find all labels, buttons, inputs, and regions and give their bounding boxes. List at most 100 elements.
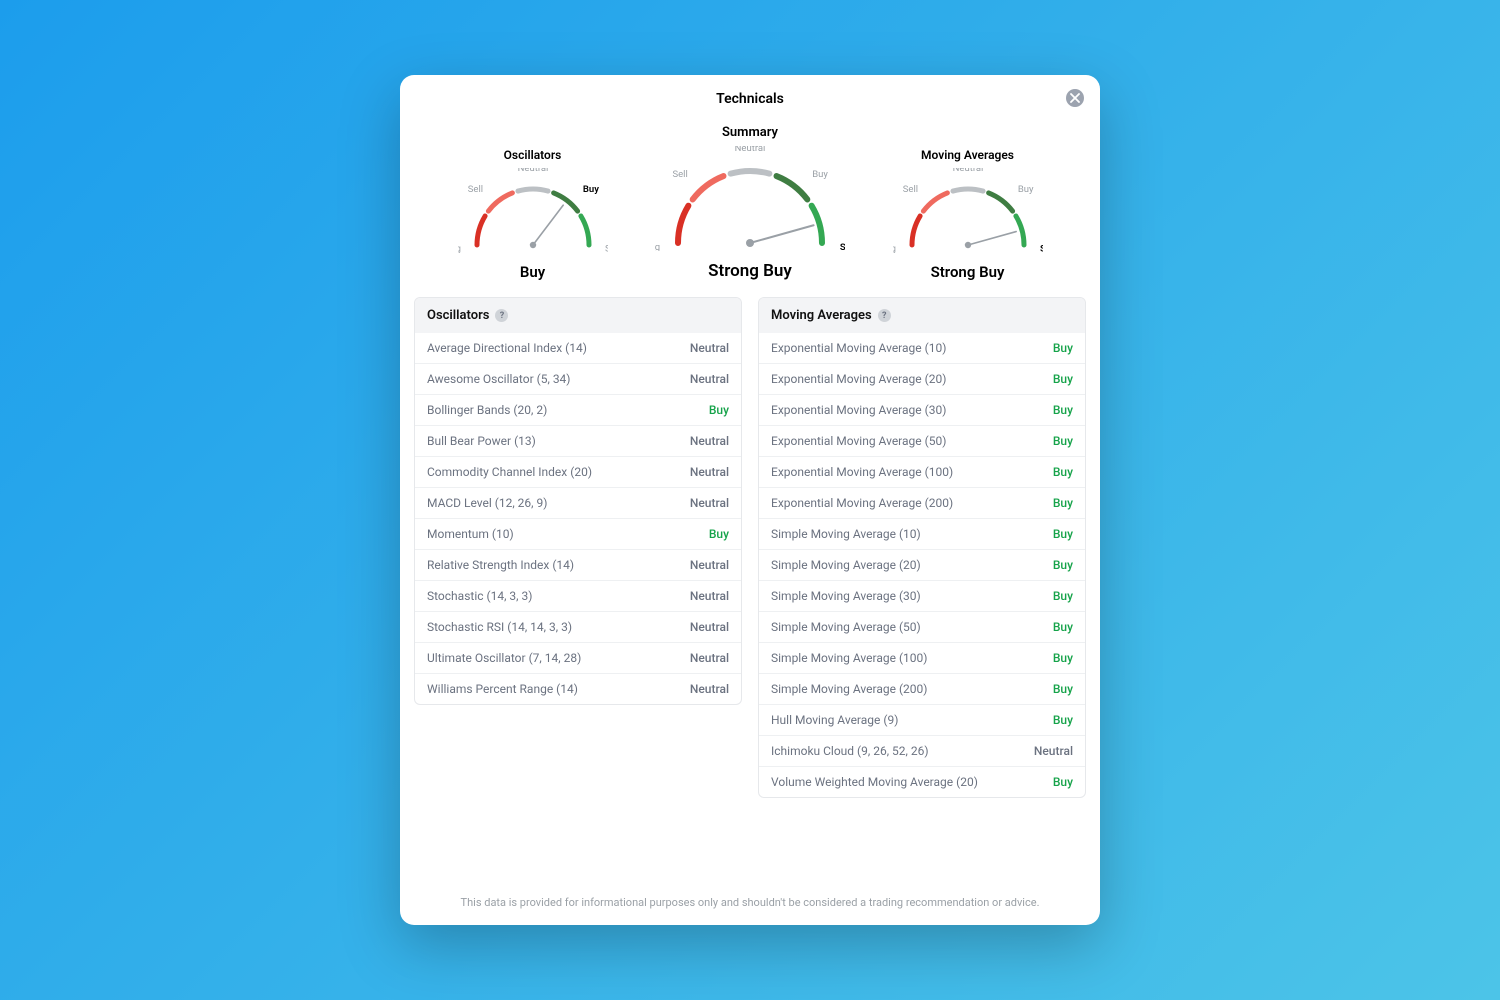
svg-text:Sell: Sell	[467, 184, 482, 195]
indicator-verdict: Buy	[1053, 465, 1073, 479]
indicator-verdict: Neutral	[690, 558, 729, 572]
gauge-chart: StrongSell Sell Neutral Buy StrongBuy	[655, 146, 845, 251]
indicator-verdict: Neutral	[690, 434, 729, 448]
oscillators-title: Oscillators	[427, 308, 489, 323]
indicator-name: Volume Weighted Moving Average (20)	[771, 775, 978, 789]
indicator-name: Exponential Moving Average (30)	[771, 403, 946, 417]
indicator-row: Momentum (10) Buy	[415, 518, 741, 549]
indicator-row: Exponential Moving Average (10) Buy	[759, 333, 1085, 363]
indicator-name: Simple Moving Average (50)	[771, 620, 921, 634]
indicator-verdict: Buy	[1053, 403, 1073, 417]
indicator-verdict: Neutral	[690, 496, 729, 510]
svg-text:Buy: Buy	[582, 184, 598, 195]
indicator-verdict: Neutral	[690, 465, 729, 479]
indicator-verdict: Buy	[1053, 589, 1073, 603]
svg-text:Sell: Sell	[902, 184, 917, 195]
svg-text:Sell: Sell	[672, 169, 687, 180]
indicator-name: Exponential Moving Average (50)	[771, 434, 946, 448]
indicator-row: Simple Moving Average (100)Buy	[759, 642, 1085, 673]
indicator-row: Williams Percent Range (14) Neutral	[415, 673, 741, 704]
indicator-name: Simple Moving Average (20)	[771, 558, 921, 572]
indicator-verdict: Neutral	[690, 341, 729, 355]
indicator-row: Stochastic RSI (14, 14, 3, 3)Neutral	[415, 611, 741, 642]
gauge-moving-averages: Moving AveragesStrongSellSellNeutralBuyS…	[893, 148, 1043, 281]
indicator-name: Simple Moving Average (200)	[771, 682, 927, 696]
indicator-name: Relative Strength Index (14)	[427, 558, 574, 572]
moving-averages-title: Moving Averages	[771, 308, 872, 323]
gauge-title: Summary	[655, 125, 845, 140]
indicator-name: Ichimoku Cloud (9, 26, 52, 26)	[771, 744, 929, 758]
indicator-name: Exponential Moving Average (20)	[771, 372, 946, 386]
indicator-name: Stochastic RSI (14, 14, 3, 3)	[427, 620, 572, 634]
indicator-verdict: Neutral	[1034, 744, 1073, 758]
svg-text:Buy: Buy	[812, 169, 828, 180]
indicator-row: Simple Moving Average (10) Buy	[759, 518, 1085, 549]
indicator-verdict: Neutral	[690, 372, 729, 386]
columns: Oscillators ? Average Directional Index …	[400, 291, 1100, 888]
oscillators-column: Oscillators ? Average Directional Index …	[414, 297, 742, 888]
indicator-row: Hull Moving Average (9)Buy	[759, 704, 1085, 735]
indicator-name: Momentum (10)	[427, 527, 514, 541]
indicator-row: Exponential Moving Average (200) Buy	[759, 487, 1085, 518]
indicator-verdict: Buy	[1053, 713, 1073, 727]
indicator-name: Williams Percent Range (14)	[427, 682, 578, 696]
indicator-row: MACD Level (12, 26, 9) Neutral	[415, 487, 741, 518]
indicator-verdict: Buy	[1053, 341, 1073, 355]
indicator-verdict: Buy	[1053, 434, 1073, 448]
close-icon	[1070, 93, 1080, 103]
gauges-row: OscillatorsStrongSellSellNeutralBuyStron…	[400, 125, 1100, 291]
indicator-name: Bull Bear Power (13)	[427, 434, 536, 448]
indicator-name: Bollinger Bands (20, 2)	[427, 403, 547, 417]
svg-text:StrongBuy: StrongBuy	[840, 242, 845, 251]
oscillators-card: Oscillators ? Average Directional Index …	[414, 297, 742, 705]
indicator-row: Simple Moving Average (30) Buy	[759, 580, 1085, 611]
moving-averages-header: Moving Averages ?	[759, 298, 1085, 333]
gauge-title: Oscillators	[458, 148, 608, 162]
gauge-chart: StrongSellSellNeutralBuyStrongBuy	[458, 168, 608, 253]
indicator-name: Exponential Moving Average (10)	[771, 341, 946, 355]
moving-averages-rows: Exponential Moving Average (10)BuyExpone…	[759, 333, 1085, 797]
indicator-verdict: Neutral	[690, 589, 729, 603]
indicator-name: Ultimate Oscillator (7, 14, 28)	[427, 651, 581, 665]
indicator-verdict: Buy	[709, 527, 729, 541]
indicator-row: Bollinger Bands (20, 2)Buy	[415, 394, 741, 425]
indicator-name: Exponential Moving Average (100)	[771, 465, 953, 479]
moving-averages-card: Moving Averages ? Exponential Moving Ave…	[758, 297, 1086, 798]
technicals-panel: Technicals Oscillators StrongSell Sell Neut…	[400, 75, 1100, 925]
indicator-name: Simple Moving Average (30)	[771, 589, 921, 603]
indicator-row: Ultimate Oscillator (7, 14, 28) Neutral	[415, 642, 741, 673]
indicator-row: Stochastic (14, 3, 3) Neutral	[415, 580, 741, 611]
indicator-verdict: Buy	[1053, 775, 1073, 789]
indicator-verdict: Buy	[1053, 527, 1073, 541]
svg-text:StrongSell: StrongSell	[458, 243, 461, 253]
indicator-name: Stochastic (14, 3, 3)	[427, 589, 532, 603]
svg-text:Neutral: Neutral	[952, 168, 983, 174]
indicator-verdict: Neutral	[690, 682, 729, 696]
svg-text:Neutral: Neutral	[735, 146, 766, 154]
indicator-row: Volume Weighted Moving Average (20) Buy	[759, 766, 1085, 797]
indicator-row: Bull Bear Power (13) Neutral	[415, 425, 741, 456]
indicator-verdict: Buy	[1053, 496, 1073, 510]
indicator-row: Exponential Moving Average (100) Buy	[759, 456, 1085, 487]
help-icon[interactable]: ?	[878, 309, 891, 322]
svg-text:Buy: Buy	[1017, 184, 1033, 195]
gauge-verdict: Strong Buy	[893, 263, 1043, 281]
indicator-name: Simple Moving Average (10)	[771, 527, 921, 541]
svg-text:Neutral: Neutral	[517, 168, 548, 174]
indicator-row: Average Directional Index (14) Neutral	[415, 333, 741, 363]
oscillators-header: Oscillators ?	[415, 298, 741, 333]
svg-text:StrongSell: StrongSell	[655, 242, 660, 251]
help-icon[interactable]: ?	[495, 309, 508, 322]
indicator-name: Average Directional Index (14)	[427, 341, 587, 355]
indicator-row: Exponential Moving Average (20)Buy	[759, 363, 1085, 394]
indicator-name: MACD Level (12, 26, 9)	[427, 496, 547, 510]
moving-averages-column: Moving Averages ? Exponential Moving Ave…	[758, 297, 1086, 888]
indicator-verdict: Neutral	[690, 651, 729, 665]
panel-title: Technicals	[400, 91, 1100, 107]
indicator-name: Exponential Moving Average (200)	[771, 496, 953, 510]
close-button[interactable]	[1066, 89, 1084, 107]
indicator-row: Simple Moving Average (20)Buy	[759, 549, 1085, 580]
svg-text:StrongBuy: StrongBuy	[1040, 243, 1043, 253]
indicator-name: Simple Moving Average (100)	[771, 651, 927, 665]
indicator-verdict: Buy	[1053, 682, 1073, 696]
